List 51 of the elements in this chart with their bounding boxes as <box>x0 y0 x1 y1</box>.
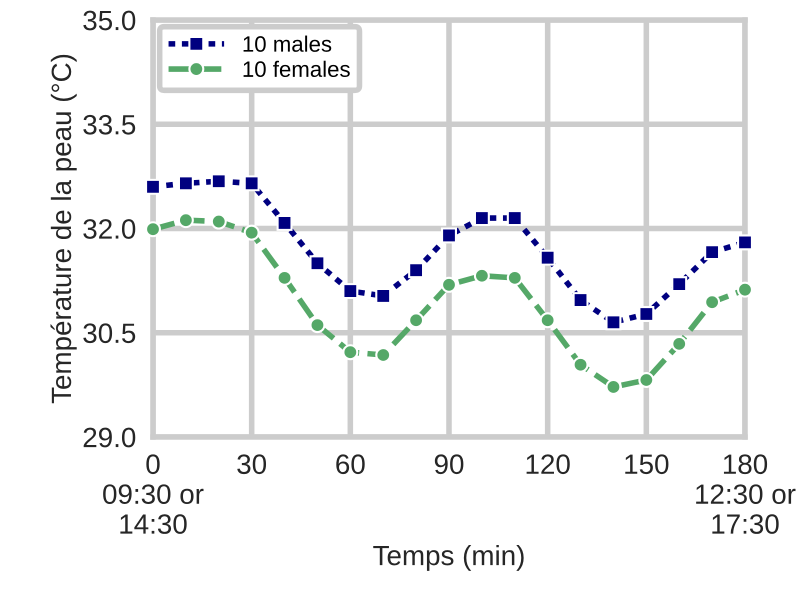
point <box>540 250 556 266</box>
point <box>441 227 457 244</box>
point <box>441 276 457 293</box>
point <box>408 312 424 328</box>
point <box>244 224 260 241</box>
point <box>309 317 326 334</box>
point <box>638 306 654 322</box>
x-tick-label: 60 <box>336 454 365 474</box>
x-tick-label: 150 <box>625 454 668 474</box>
point <box>145 178 161 195</box>
legend-label: 10 males <box>244 36 332 52</box>
point <box>737 282 753 298</box>
point <box>474 268 490 284</box>
y-tick-label: 33.5 <box>83 114 136 135</box>
x-axis-title: Temps (min) <box>373 544 524 571</box>
y-tick-label: 29.0 <box>84 428 136 448</box>
point <box>737 234 753 250</box>
point <box>572 356 589 373</box>
point <box>605 314 622 330</box>
legend-label: 10 females <box>244 60 350 78</box>
x-tick-label: 120 <box>526 454 570 474</box>
point <box>704 244 720 260</box>
point <box>342 283 358 300</box>
point <box>506 210 523 226</box>
y-axis-title: Température de la peau (°C) <box>50 54 77 404</box>
y-tick-label: 32.0 <box>83 219 136 239</box>
point <box>276 214 293 231</box>
point <box>210 173 227 190</box>
x-tick-label: 90 <box>434 454 464 474</box>
point <box>210 214 227 230</box>
point <box>375 347 392 363</box>
point <box>342 344 358 360</box>
point <box>704 294 720 310</box>
point <box>638 372 654 388</box>
point <box>309 255 326 272</box>
point <box>671 276 688 292</box>
point <box>540 312 556 328</box>
y-tick-label: 30.5 <box>83 323 136 344</box>
point <box>408 262 424 278</box>
point <box>145 221 161 238</box>
point <box>178 175 194 192</box>
point <box>244 175 260 192</box>
point <box>605 378 622 395</box>
y-tick-label: 35.0 <box>83 10 136 30</box>
x-tick-label: 0 09:30 or 14:30 <box>103 454 204 534</box>
point <box>474 210 490 226</box>
point <box>375 288 392 304</box>
x-tick-label: 180 12:30 or 17:30 <box>696 454 796 534</box>
point <box>572 292 589 308</box>
point <box>671 336 688 352</box>
x-tick-label: 30 <box>237 454 266 474</box>
